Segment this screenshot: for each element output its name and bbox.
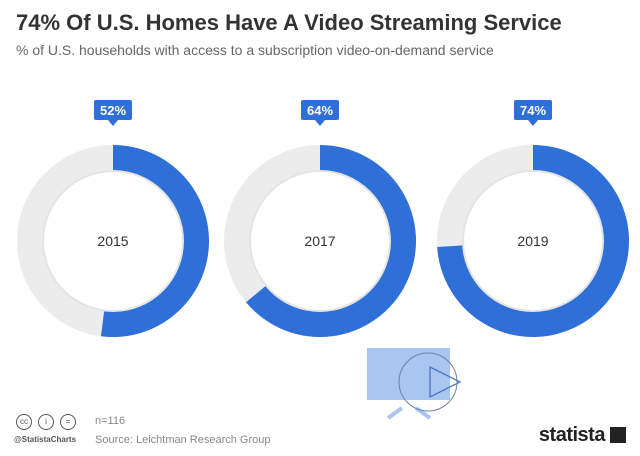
donut-hole <box>42 170 184 312</box>
badge-pointer <box>528 120 538 126</box>
donut-hole <box>249 170 391 312</box>
year-label: 2019 <box>517 233 548 249</box>
source: Source: Leichtman Research Group <box>95 434 271 446</box>
value-badge <box>94 100 132 120</box>
value-label: 74% <box>520 103 546 118</box>
value-label: 52% <box>100 103 126 118</box>
donut-hole <box>462 170 604 312</box>
sample-size: n=116 <box>95 415 126 427</box>
badge-pointer <box>315 120 325 126</box>
year-label: 2015 <box>97 233 128 249</box>
donut-filled-2015 <box>100 145 209 337</box>
donut-2019: 2019 74% <box>437 100 629 337</box>
handle: @StatistaCharts <box>14 435 77 444</box>
badge-pointer <box>108 120 118 126</box>
value-label: 64% <box>307 103 333 118</box>
year-label: 2017 <box>304 233 335 249</box>
cc-icon: cc <box>16 414 32 430</box>
chart-title: 74% Of U.S. Homes Have A Video Streaming… <box>16 10 562 35</box>
tv-illustration <box>367 348 462 420</box>
donut-2015: 2015 52% <box>17 100 209 337</box>
value-badge <box>514 100 552 120</box>
donut-2017: 2017 64% <box>224 100 416 338</box>
value-badge <box>301 100 339 120</box>
no-derivatives-icon: = <box>60 414 76 430</box>
attribution-icon: i <box>38 414 54 430</box>
chart-subtitle: % of U.S. households with access to a su… <box>16 42 494 58</box>
donut-filled-2017 <box>246 145 416 338</box>
statista-logo: statista <box>539 424 626 447</box>
